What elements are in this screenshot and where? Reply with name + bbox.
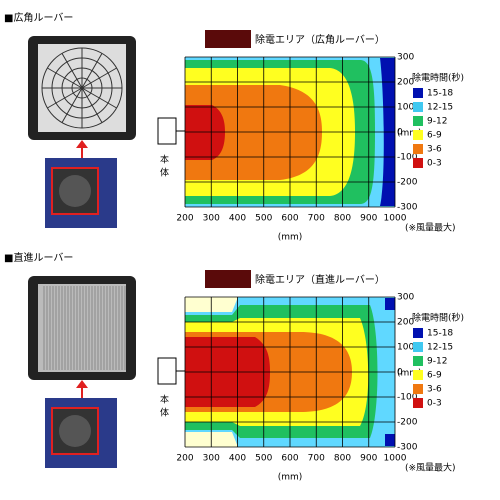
x-tick-label: 300 bbox=[203, 214, 220, 224]
louver-spoke bbox=[81, 87, 117, 109]
section-title: ■広角ルーバー bbox=[4, 11, 73, 24]
x-tick-label: 300 bbox=[203, 454, 220, 464]
legend-swatch bbox=[413, 144, 423, 154]
body-box bbox=[157, 117, 177, 145]
legend-label: 6-9 bbox=[427, 131, 442, 141]
chart-title: 除電エリア（直進ルーバー） bbox=[255, 273, 385, 286]
contour-region bbox=[185, 297, 238, 447]
arrow-head bbox=[76, 140, 88, 148]
body-label: 体 bbox=[160, 407, 169, 419]
y-tick-label: -200 bbox=[397, 178, 418, 188]
legend-swatch bbox=[413, 102, 423, 112]
x-tick-label: 400 bbox=[229, 454, 246, 464]
x-tick-label: 600 bbox=[281, 214, 298, 224]
legend-label: 6-9 bbox=[427, 371, 442, 381]
legend-title: 除電時間(秒) bbox=[412, 72, 464, 84]
y-tick-label: -300 bbox=[397, 203, 418, 213]
x-tick-label: 900 bbox=[360, 454, 377, 464]
chart-title-box bbox=[205, 270, 251, 288]
x-tick-label: 500 bbox=[255, 454, 272, 464]
note: (※風量最大) bbox=[405, 222, 456, 234]
legend-label: 12-15 bbox=[427, 343, 453, 353]
legend-swatch bbox=[413, 116, 423, 126]
legend-swatch bbox=[413, 130, 423, 140]
section-title: ■直進ルーバー bbox=[4, 251, 73, 264]
legend-title: 除電時間(秒) bbox=[412, 312, 464, 324]
y-tick-label: 100 bbox=[397, 343, 414, 353]
louver-spoke bbox=[61, 87, 83, 123]
x-tick-label: 200 bbox=[176, 214, 193, 224]
louver-spoke bbox=[81, 67, 117, 89]
legend-label: 0-3 bbox=[427, 159, 442, 169]
louver-spoke bbox=[47, 67, 83, 89]
louver-spoke bbox=[81, 53, 103, 89]
legend-label: 15-18 bbox=[427, 329, 453, 339]
x-tick-label: 1000 bbox=[384, 454, 407, 464]
y-tick-label: 300 bbox=[397, 53, 414, 63]
device-fan bbox=[59, 415, 91, 447]
legend-swatch bbox=[413, 158, 423, 168]
x-tick-label: 200 bbox=[176, 454, 193, 464]
y-tick-label: 200 bbox=[397, 318, 414, 328]
body-label: 体 bbox=[160, 167, 169, 179]
x-unit: (mm) bbox=[278, 233, 303, 243]
legend-label: 9-12 bbox=[427, 117, 447, 127]
x-tick-label: 700 bbox=[308, 214, 325, 224]
legend-swatch bbox=[413, 398, 423, 408]
louver-spoke bbox=[81, 87, 103, 123]
legend-swatch bbox=[413, 356, 423, 366]
device-fan bbox=[59, 175, 91, 207]
x-tick-label: 700 bbox=[308, 454, 325, 464]
y-tick-label: 300 bbox=[397, 293, 414, 303]
x-tick-label: 600 bbox=[281, 454, 298, 464]
y-tick-label: 0 bbox=[397, 368, 403, 378]
x-tick-label: 1000 bbox=[384, 214, 407, 224]
legend-swatch bbox=[413, 384, 423, 394]
y-tick-label: -100 bbox=[397, 153, 418, 163]
legend-label: 15-18 bbox=[427, 89, 453, 99]
body-box bbox=[157, 357, 177, 385]
body-label: 本 bbox=[160, 154, 169, 166]
legend-swatch bbox=[413, 370, 423, 380]
y-tick-label: 200 bbox=[397, 78, 414, 88]
x-tick-label: 900 bbox=[360, 214, 377, 224]
x-tick-label: 800 bbox=[334, 454, 351, 464]
note: (※風量最大) bbox=[405, 462, 456, 474]
y-unit: (mm) bbox=[397, 129, 422, 139]
chart-title-box bbox=[205, 30, 251, 48]
louver-spoke bbox=[61, 53, 83, 89]
louver-spoke bbox=[47, 87, 83, 109]
x-tick-label: 400 bbox=[229, 214, 246, 224]
legend-swatch bbox=[413, 88, 423, 98]
arrow-head bbox=[76, 380, 88, 388]
y-unit: (mm) bbox=[397, 369, 422, 379]
x-unit: (mm) bbox=[278, 473, 303, 483]
y-tick-label: -300 bbox=[397, 443, 418, 453]
legend-label: 9-12 bbox=[427, 357, 447, 367]
y-tick-label: -200 bbox=[397, 418, 418, 428]
legend-label: 3-6 bbox=[427, 385, 442, 395]
body-label: 本 bbox=[160, 394, 169, 406]
y-tick-label: 0 bbox=[397, 128, 403, 138]
legend-label: 12-15 bbox=[427, 103, 453, 113]
y-tick-label: 100 bbox=[397, 103, 414, 113]
legend-label: 0-3 bbox=[427, 399, 442, 409]
legend-label: 3-6 bbox=[427, 145, 442, 155]
contour-region bbox=[185, 105, 225, 160]
y-tick-label: -100 bbox=[397, 393, 418, 403]
legend-swatch bbox=[413, 342, 423, 352]
contour-region bbox=[185, 85, 322, 180]
legend-swatch bbox=[413, 328, 423, 338]
x-tick-label: 500 bbox=[255, 214, 272, 224]
x-tick-label: 800 bbox=[334, 214, 351, 224]
chart-title: 除電エリア（広角ルーバー） bbox=[255, 33, 385, 46]
